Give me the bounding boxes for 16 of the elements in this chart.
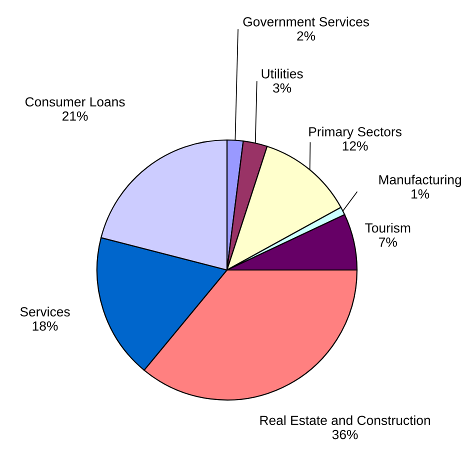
data-label: 12% xyxy=(342,141,368,151)
data-label: 7% xyxy=(379,238,397,247)
data-label: 2% xyxy=(297,31,316,41)
slice-label: Consumer Loans xyxy=(25,97,125,107)
slice-label: Government Services xyxy=(243,16,369,26)
data-label: 18% xyxy=(32,321,58,331)
data-label: 36% xyxy=(332,430,358,440)
slice-label: Utilities xyxy=(262,68,303,78)
data-label: 3% xyxy=(273,83,292,93)
slice-label: Primary Sectors xyxy=(309,126,402,140)
slice-label: Services xyxy=(20,306,70,316)
slice-label: Tourism xyxy=(365,222,410,233)
slice-label: Manufacturing xyxy=(379,174,462,188)
data-label: 21% xyxy=(62,111,88,121)
data-label: 1% xyxy=(412,189,430,199)
slice-label: Real Estate and Construction xyxy=(260,415,430,426)
